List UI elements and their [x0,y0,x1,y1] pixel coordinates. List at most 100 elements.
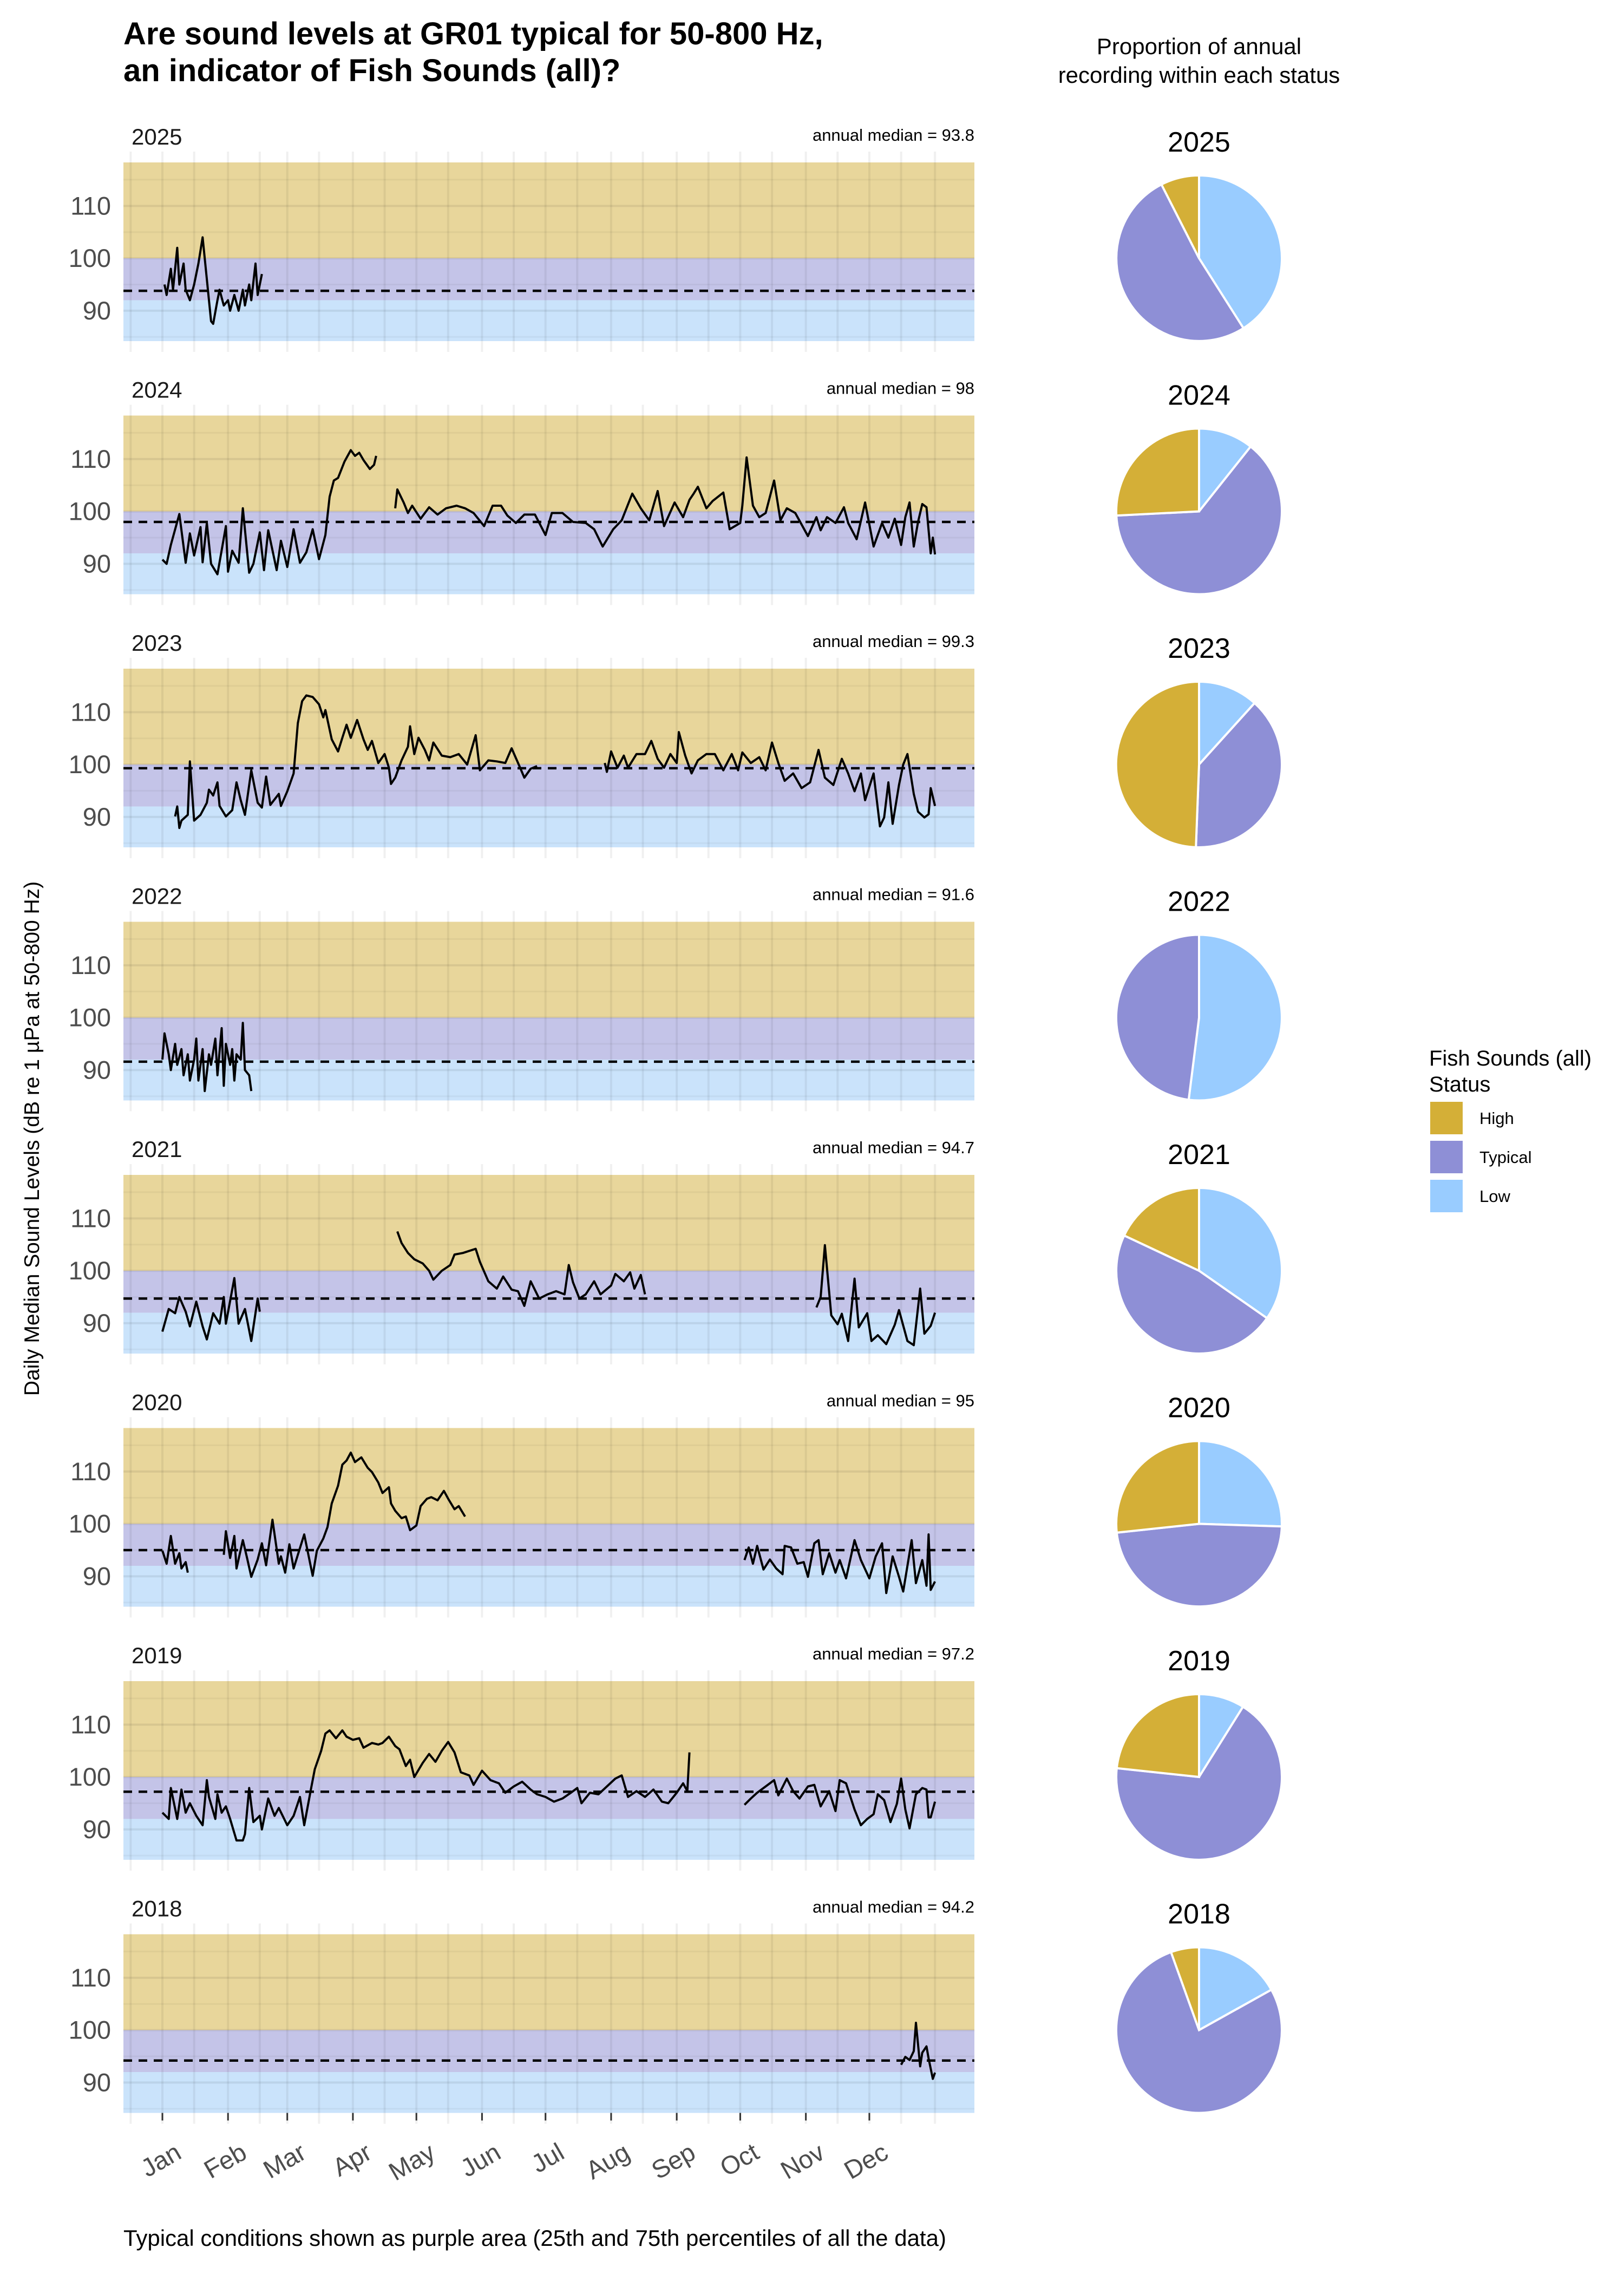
pie-header-line-1: Proportion of annual [1097,34,1301,59]
pie-title: 2022 [1168,886,1230,918]
x-tick-label: Jul [526,2137,569,2178]
legend-title-line-1: Fish Sounds (all) [1429,1047,1592,1070]
y-tick-label: 100 [69,1003,111,1032]
pie-2021: 2021 [1115,1139,1284,1355]
pie-2022: 2022 [1115,886,1283,1102]
pie-2018: 2018 [1115,1899,1283,2114]
y-tick-label: 90 [83,1055,111,1084]
annual-median-label: annual median = 97.2 [813,1644,974,1663]
pie-slice-typical [1115,1234,1269,1355]
legend-key-low [1430,1180,1463,1212]
sound-level-line [163,236,263,325]
panel-year-label: 2021 [132,1136,182,1162]
legend-key-typical [1430,1141,1463,1173]
x-tick-label: Jan [136,2137,186,2182]
pie-slice-typical [1115,445,1283,596]
pie-title: 2024 [1168,380,1230,411]
y-tick-label: 110 [70,1710,111,1739]
band-high [123,162,974,259]
pie-slice-typical [1195,701,1283,848]
y-tick-label: 90 [83,802,111,831]
y-tick-label: 110 [70,1204,111,1232]
legend: Fish Sounds (all) Status High Typical Low [1429,1047,1592,1212]
sound-level-line [161,1277,261,1342]
y-tick-label: 100 [69,1510,111,1538]
band-high [123,415,974,512]
band-typical [123,2030,974,2073]
band-low [123,553,974,594]
sound-level-line [743,1533,936,1595]
x-tick-label: Dec [839,2137,893,2185]
pie-slice-high [1115,1693,1200,1779]
panels: 90 100 110 2025 annual median = 93.8 90 100 110… [69,124,974,2124]
panel-2020: 90 100 110 2020 annual median = 95 [69,1390,974,1618]
x-tick-label: Feb [199,2137,252,2184]
panel-2023: 90 100 110 2023 annual median = 99.3 [69,630,974,858]
annual-median-label: annual median = 99.3 [813,632,974,651]
legend-label-high: High [1479,1109,1514,1128]
panel-2019: 90 100 110 2019 annual median = 97.2 [69,1643,974,1871]
y-tick-label: 90 [83,1561,111,1590]
pie-2020: 2020 [1115,1393,1283,1608]
x-tick-label: Jun [455,2137,505,2182]
y-tick-label: 110 [70,951,111,979]
annual-median-label: annual median = 93.8 [813,126,974,145]
pie-slice-typical [1115,933,1200,1101]
sound-level-line [161,1022,253,1093]
panel-year-label: 2024 [132,377,182,403]
annual-median-label: annual median = 98 [827,379,974,398]
pie-header-line-2: recording within each status [1058,62,1340,88]
band-typical [123,511,974,554]
band-typical [123,1524,974,1566]
pies: 2025 2024 2023 2022 2021 2020 2019 2018 [1115,127,1284,2114]
pie-slice-low [1187,933,1283,1102]
pie-title: 2021 [1168,1139,1230,1171]
chart-title-line-1: Are sound levels at GR01 typical for 50-… [123,16,823,51]
panel-2024: 90 100 110 2024 annual median = 98 [69,377,974,605]
band-low [123,1566,974,1607]
band-low [123,300,974,341]
x-tick-label: Apr [328,2137,376,2181]
legend-key-high [1430,1102,1463,1134]
sound-level-line [161,449,377,576]
band-typical [123,1017,974,1060]
pie-slice-high [1115,1440,1200,1534]
annual-median-label: annual median = 95 [827,1391,974,1410]
band-low [123,2072,974,2113]
sound-level-line [604,731,937,828]
x-tick-label: May [384,2137,440,2186]
pie-slice-low [1198,1440,1283,1528]
panel-year-label: 2020 [132,1390,182,1415]
x-tick-label: Oct [715,2137,764,2181]
sound-level-line [900,2022,937,2080]
panel-year-label: 2022 [132,884,182,909]
pie-slice-low [1198,1186,1284,1320]
pie-slice-typical [1115,1705,1284,1861]
band-high [123,1175,974,1271]
x-tick-label: Aug [581,2137,634,2185]
y-tick-label: 110 [70,697,111,726]
y-tick-label: 90 [83,1309,111,1337]
pie-slice-typical [1115,183,1245,342]
y-tick-label: 100 [69,244,111,272]
pie-2023: 2023 [1115,633,1283,848]
sound-level-line [161,1729,691,1842]
y-tick-label: 100 [69,497,111,526]
band-low [123,806,974,847]
annual-median-label: annual median = 91.6 [813,885,974,904]
legend-title-line-2: Status [1429,1073,1490,1096]
panel-year-label: 2019 [132,1643,182,1668]
y-tick-label: 110 [70,445,111,473]
sound-level-line [396,1231,646,1307]
pie-title: 2023 [1168,633,1230,664]
sound-level-line [161,1534,189,1573]
band-high [123,669,974,765]
y-tick-label: 100 [69,750,111,779]
band-typical [123,1271,974,1313]
pie-2019: 2019 [1115,1645,1284,1861]
band-high [123,1934,974,2030]
y-tick-label: 90 [83,549,111,578]
panel-year-label: 2023 [132,630,182,656]
band-low [123,1060,974,1101]
